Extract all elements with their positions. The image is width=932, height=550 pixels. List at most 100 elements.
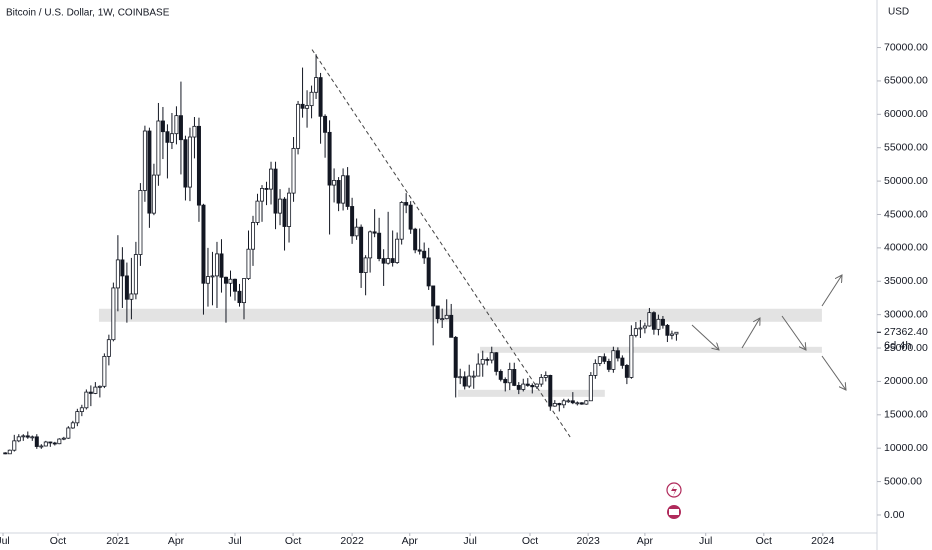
y-tick-label: 65000.00 [884, 75, 928, 87]
candle-body [485, 358, 490, 361]
candle-body [84, 391, 89, 409]
candle-body [620, 357, 625, 366]
candle-body [584, 400, 589, 405]
y-tick-label: 40000.00 [884, 242, 928, 254]
candle-body [21, 435, 26, 438]
candle-body [66, 427, 71, 439]
candle-body [602, 356, 607, 362]
last-price-label: 27362.40 [884, 326, 928, 338]
x-tick-label: Jul [699, 535, 712, 547]
candle-body [228, 278, 233, 284]
candle-body [494, 352, 499, 372]
candle-body [287, 192, 292, 227]
candle-body [579, 402, 584, 405]
candle-body [390, 258, 395, 263]
candle-body [512, 369, 517, 386]
candle-body [467, 375, 472, 387]
candle-body [413, 228, 418, 251]
candle-body [237, 290, 242, 304]
candle-body [498, 371, 503, 380]
candle-body [39, 445, 44, 448]
candle-body [638, 327, 643, 330]
arrow [741, 318, 760, 349]
y-tick-label: 30000.00 [884, 308, 928, 320]
candle-body [435, 305, 440, 320]
candle-body [115, 259, 120, 289]
candle-body [48, 441, 53, 444]
x-tick-label: Oct [756, 535, 772, 547]
candle-body [124, 275, 129, 300]
candle-body [359, 226, 364, 273]
candle-body [327, 131, 332, 186]
candle-body [395, 238, 400, 263]
candle-body [314, 77, 319, 93]
candle-body [386, 258, 391, 264]
candle-body [354, 226, 359, 237]
candle-body [629, 334, 634, 378]
candle-body [669, 333, 674, 336]
x-tick-label: Apr [168, 535, 185, 547]
candle-body [93, 386, 98, 394]
arrow [821, 275, 842, 307]
candle-body [174, 115, 179, 135]
candle-body [593, 362, 598, 376]
candle-body [242, 278, 247, 304]
candle-body [674, 331, 679, 335]
event-icon-glyph [669, 509, 679, 515]
candle-body [305, 105, 310, 109]
x-tick-label: Jul [0, 535, 10, 547]
candle-body [12, 440, 17, 451]
candle-body [57, 438, 62, 445]
candle-body [318, 77, 323, 117]
candle-body [408, 204, 413, 230]
y-tick-label: 70000.00 [884, 41, 928, 53]
candle-body [332, 180, 337, 186]
countdown-label: 6d 4h [884, 340, 912, 352]
candle-body [223, 276, 228, 284]
candle-body [489, 352, 494, 361]
candle-body [449, 314, 454, 338]
candle-body [205, 276, 210, 284]
symbol-title: Bitcoin / U.S. Dollar, 1W, COINBASE [6, 8, 170, 19]
candle-body [647, 312, 652, 327]
candle-body [165, 131, 170, 143]
candle-body [160, 120, 165, 133]
candle-body [633, 328, 638, 336]
zone [457, 389, 605, 397]
candle-body [88, 391, 93, 394]
candle-body [278, 198, 283, 214]
y-tick-label: 35000.00 [884, 275, 928, 287]
x-tick-label: 2023 [576, 535, 600, 547]
candle-body [521, 383, 526, 390]
candle-body [615, 350, 620, 359]
x-tick-label: Apr [402, 535, 419, 547]
candle-body [417, 249, 422, 252]
candle-body [665, 324, 670, 336]
candle-body [309, 91, 314, 107]
candle-body [120, 259, 125, 277]
candle-body [138, 190, 143, 255]
candle-body [575, 402, 580, 405]
y-tick-label: 15000.00 [884, 409, 928, 421]
y-tick-label: 45000.00 [884, 208, 928, 220]
candle-body [43, 441, 48, 447]
zone [480, 346, 822, 353]
candle-body [7, 449, 12, 455]
candle-body [187, 136, 192, 188]
candle-body [246, 248, 251, 279]
candle-body [557, 403, 562, 406]
candle-body [25, 435, 30, 438]
candle-body [129, 293, 134, 300]
candle-body [336, 180, 341, 204]
x-tick-label: Jul [228, 535, 241, 547]
candle-body [282, 198, 287, 227]
candle-body [70, 422, 75, 429]
candle-body [611, 350, 616, 370]
candle-body [178, 115, 183, 141]
candle-body [30, 436, 35, 439]
candle-body [147, 130, 152, 214]
currency-label: USD [888, 7, 909, 18]
